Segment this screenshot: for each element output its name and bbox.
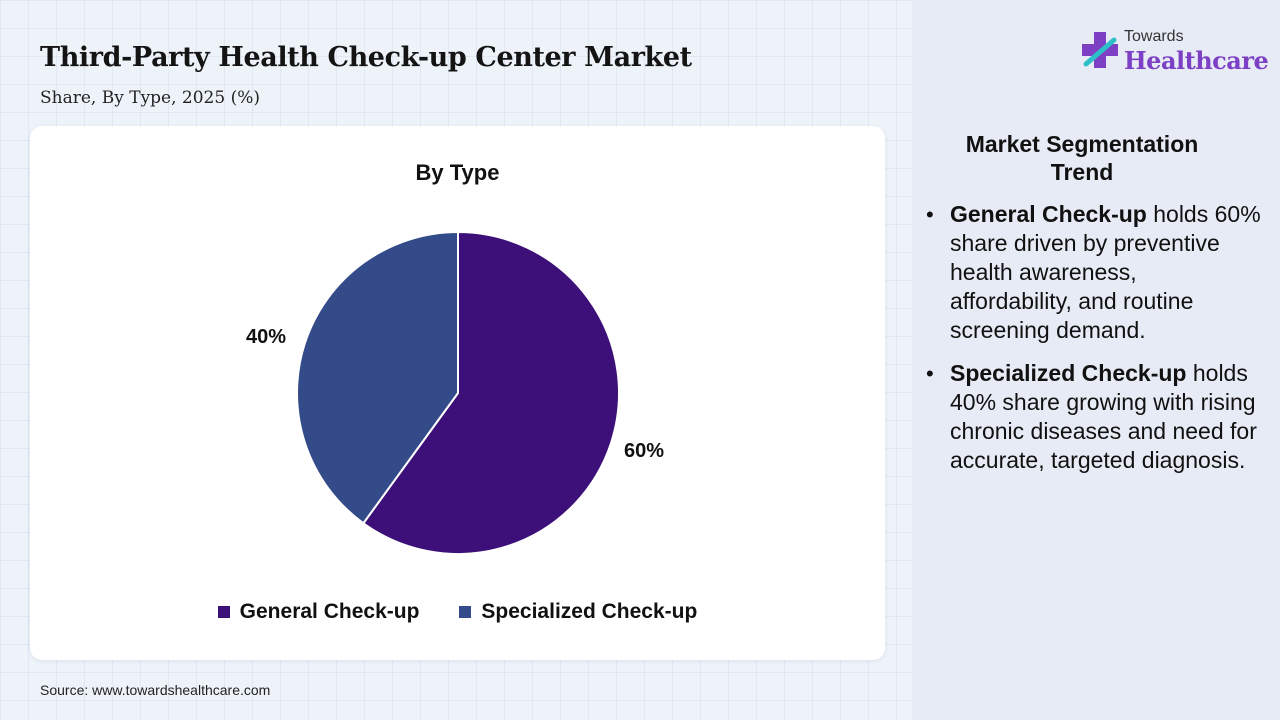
slice-label-general: 60% (624, 440, 665, 462)
legend-label-specialized: Specialized Check-up (481, 600, 698, 623)
logo-top-text: Towards (1124, 28, 1184, 45)
legend-item-specialized: Specialized Check-up (459, 600, 697, 624)
logo-main-text: Healthcare (1124, 46, 1269, 75)
bullet-general-bold: General Check-up (950, 201, 1147, 227)
chart-title: By Type (415, 160, 500, 185)
page-subtitle: Share, By Type, 2025 (%) (40, 88, 261, 108)
legend-swatch-general (217, 606, 230, 618)
brand-logo: Towards Healthcare (1080, 26, 1269, 78)
bullet-general: • General Check-up holds 60% share drive… (922, 200, 1262, 345)
bullet-dot-icon: • (926, 361, 934, 386)
pie-slice-general (361, 230, 620, 555)
pie-chart (296, 230, 620, 555)
bullet-dot-icon: • (926, 202, 934, 227)
panel-heading: Market Segmentation Trend (965, 131, 1199, 185)
legend-swatch-specialized (459, 606, 472, 618)
bullet-specialized-text: holds 40% share growing with rising chro… (950, 360, 1257, 473)
slice-label-specialized: 40% (246, 326, 287, 348)
trend-bullets: • General Check-up holds 60% share drive… (922, 200, 1262, 489)
side-panel (912, 0, 1280, 720)
bullet-general-text: holds 60% share driven by preventive hea… (950, 201, 1261, 343)
bullet-specialized-bold: Specialized Check-up (950, 360, 1187, 386)
legend-item-general: General Check-up (217, 600, 420, 624)
bullet-specialized: • Specialized Check-up holds 40% share g… (922, 359, 1262, 475)
legend-label-general: General Check-up (239, 600, 420, 623)
cross-icon (1082, 32, 1118, 68)
chart-legend: General Check-up Specialized Check-up (0, 600, 915, 624)
source-note: Source: www.towardshealthcare.com (40, 682, 271, 698)
page-title: Third-Party Health Check-up Center Marke… (40, 42, 692, 73)
pie-slice-specialized (296, 230, 459, 525)
